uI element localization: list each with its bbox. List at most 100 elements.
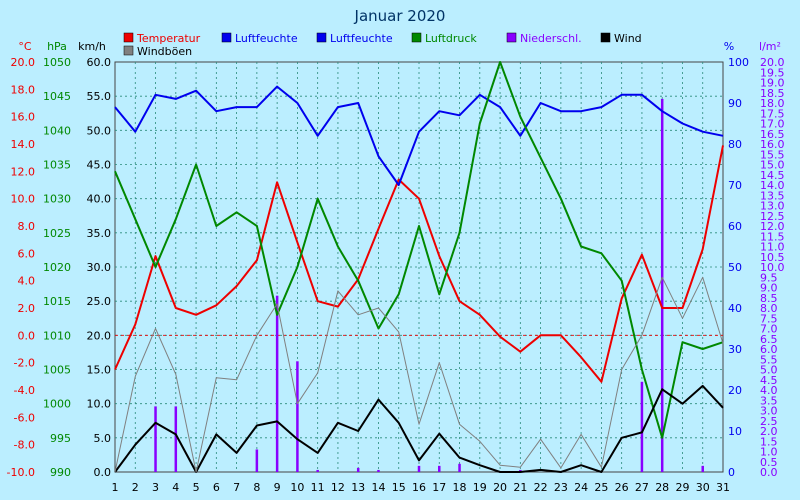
legend-label: Wind — [614, 32, 642, 45]
precip-tick-label: 9.0 — [760, 282, 778, 295]
series-line-temperatur — [114, 145, 724, 383]
precip-tick-label: 7.5 — [760, 312, 778, 325]
x-tick-label: 17 — [432, 481, 446, 494]
x-tick-label: 12 — [331, 481, 345, 494]
series-lines — [114, 61, 724, 473]
precip-tick-label: 13.0 — [760, 200, 785, 213]
temp-tick-label: 6.0 — [18, 247, 36, 260]
x-tick-label: 3 — [152, 481, 159, 494]
precip-tick-label: 14.0 — [760, 179, 785, 192]
x-tick-label: 21 — [513, 481, 527, 494]
wind-tick-label: 40.0 — [87, 193, 112, 206]
humidity-tick-label: 30 — [728, 343, 742, 356]
x-tick-label: 15 — [392, 481, 406, 494]
wind-tick-label: 30.0 — [87, 261, 112, 274]
legend-label: Temperatur — [136, 32, 201, 45]
legend-label: Windböen — [137, 45, 192, 58]
precip-tick-label: 17.5 — [760, 107, 785, 120]
pressure-tick-label: 995 — [50, 432, 71, 445]
wind-tick-label: 0.0 — [94, 466, 112, 479]
x-tick-label: 9 — [274, 481, 281, 494]
precip-bar — [660, 98, 664, 473]
pressure-tick-label: 990 — [50, 466, 71, 479]
wind-tick-label: 50.0 — [87, 124, 112, 137]
legend-label: Luftfeuchte — [330, 32, 393, 45]
precip-tick-label: 8.0 — [760, 302, 778, 315]
x-tick-label: 18 — [453, 481, 467, 494]
pressure-tick-label: 1045 — [43, 90, 71, 103]
humidity-tick-label: 90 — [728, 97, 742, 110]
precip-tick-label: 14.5 — [760, 169, 785, 182]
x-tick-label: 23 — [554, 481, 568, 494]
x-tick-label: 16 — [412, 481, 426, 494]
wind-tick-label: 60.0 — [87, 56, 112, 69]
legend-swatch — [123, 32, 134, 43]
x-tick-label: 11 — [311, 481, 325, 494]
precip-tick-label: 4.0 — [760, 384, 778, 397]
precip-tick-label: 11.5 — [760, 230, 785, 243]
humidity-tick-label: 50 — [728, 261, 742, 274]
humidity-tick-label: 80 — [728, 138, 742, 151]
precip-tick-label: 15.5 — [760, 148, 785, 161]
pressure-tick-label: 1030 — [43, 193, 71, 206]
axes: -10.0-8.0-6.0-4.0-2.00.02.04.06.08.010.0… — [7, 56, 785, 494]
precip-tick-label: 18.0 — [760, 97, 785, 110]
wind-tick-label: 15.0 — [87, 364, 112, 377]
x-tick-label: 20 — [493, 481, 507, 494]
series-line-wind — [114, 384, 724, 473]
legend-swatch — [316, 32, 327, 43]
x-tick-label: 6 — [213, 481, 220, 494]
legend-label: Luftdruck — [425, 32, 477, 45]
precip-tick-label: 16.5 — [760, 128, 785, 141]
x-tick-label: 31 — [716, 481, 730, 494]
x-tick-label: 28 — [655, 481, 669, 494]
precip-bar — [154, 406, 157, 472]
pressure-tick-label: 1005 — [43, 364, 71, 377]
x-tick-label: 4 — [172, 481, 179, 494]
precip-bar — [275, 295, 279, 472]
precip-bar — [316, 469, 319, 472]
precip-tick-label: 3.5 — [760, 394, 778, 407]
legend-swatch — [123, 45, 134, 56]
precip-bar — [640, 381, 644, 472]
precip-tick-label: 0.0 — [760, 466, 778, 479]
legend-swatch — [506, 32, 517, 43]
precip-bars — [154, 98, 704, 473]
legend-label: Luftfeuchte — [235, 32, 298, 45]
x-tick-label: 24 — [574, 481, 588, 494]
wind-tick-label: 35.0 — [87, 227, 112, 240]
temp-tick-label: 18.0 — [11, 83, 36, 96]
precip-bar — [255, 449, 259, 472]
wind-tick-label: 25.0 — [87, 295, 112, 308]
x-tick-label: 10 — [290, 481, 304, 494]
x-tick-label: 22 — [534, 481, 548, 494]
precip-bar — [458, 463, 461, 472]
x-tick-label: 25 — [594, 481, 608, 494]
humidity-tick-label: 70 — [728, 179, 742, 192]
temp-tick-label: 4.0 — [18, 275, 36, 288]
humidity-tick-label: 100 — [728, 56, 749, 69]
temp-tick-label: 10.0 — [11, 193, 36, 206]
humidity-tick-label: 60 — [728, 220, 742, 233]
precip-bar — [438, 465, 441, 472]
x-tick-label: 19 — [473, 481, 487, 494]
precip-tick-label: 6.5 — [760, 333, 778, 346]
precip-tick-label: 11.0 — [760, 241, 785, 254]
axis-unit-labels: °C hPa km/h% l/m² — [18, 40, 781, 53]
pressure-tick-label: 1040 — [43, 124, 71, 137]
precip-tick-label: 16.0 — [760, 138, 785, 151]
humidity-tick-label: 20 — [728, 384, 742, 397]
legend-swatch — [221, 32, 232, 43]
x-tick-label: 14 — [371, 481, 385, 494]
legend-label: Niederschl. — [520, 32, 582, 45]
precip-tick-label: 19.0 — [760, 77, 785, 90]
pressure-tick-label: 1010 — [43, 329, 71, 342]
x-tick-label: 13 — [351, 481, 365, 494]
temp-tick-label: 2.0 — [18, 302, 36, 315]
precip-tick-label: 4.5 — [760, 374, 778, 387]
precip-tick-label: 10.5 — [760, 251, 785, 264]
precip-bar — [519, 469, 522, 472]
x-tick-label: 7 — [233, 481, 240, 494]
x-tick-label: 2 — [132, 481, 139, 494]
